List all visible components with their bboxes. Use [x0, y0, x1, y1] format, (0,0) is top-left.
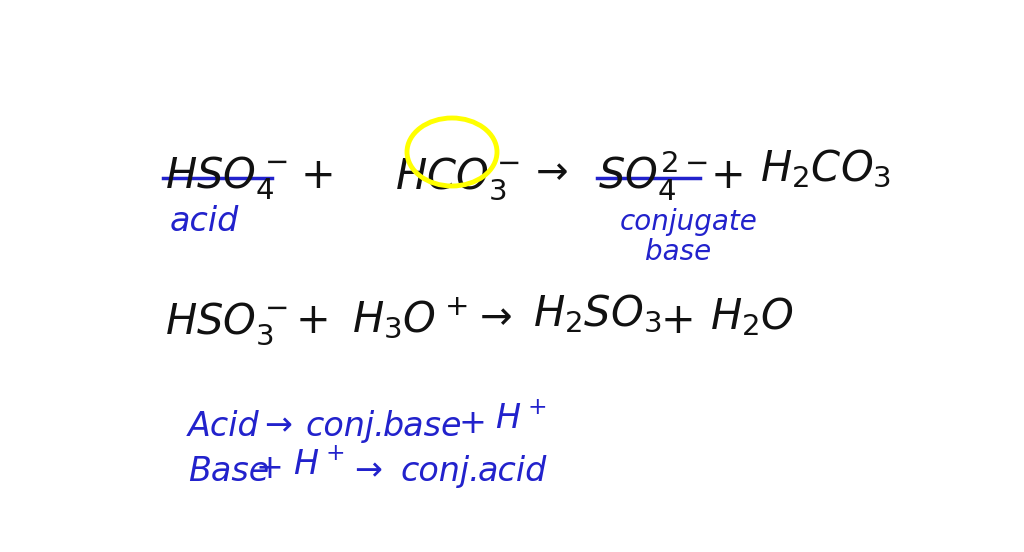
Text: $H_2O$: $H_2O$	[710, 295, 794, 338]
Text: $+$: $+$	[255, 452, 282, 485]
Text: $H^+$: $H^+$	[293, 449, 344, 482]
Text: conj.: conj.	[305, 410, 385, 443]
Text: $H_2SO_3$: $H_2SO_3$	[534, 293, 662, 335]
Text: base: base	[383, 410, 463, 443]
Text: $+$: $+$	[295, 300, 328, 342]
Text: $+$: $+$	[300, 155, 333, 197]
Text: Acid: Acid	[188, 410, 260, 443]
Text: acid: acid	[170, 205, 240, 238]
Text: $HCO_3^-$: $HCO_3^-$	[395, 155, 520, 202]
Text: conjugate: conjugate	[620, 208, 758, 236]
Text: Base: Base	[188, 455, 269, 488]
Text: base: base	[645, 238, 712, 266]
Text: $HSO_3^-$: $HSO_3^-$	[165, 300, 288, 347]
Text: $\rightarrow$: $\rightarrow$	[528, 152, 568, 190]
Text: $+$: $+$	[660, 300, 692, 342]
Text: $\rightarrow$: $\rightarrow$	[348, 452, 383, 485]
Text: $+$: $+$	[710, 155, 742, 197]
Text: $+$: $+$	[458, 407, 484, 440]
Text: $HSO_4^-$: $HSO_4^-$	[165, 155, 288, 203]
Text: $H_2CO_3$: $H_2CO_3$	[760, 148, 891, 190]
Text: conj.: conj.	[400, 455, 480, 488]
Text: $H_3O^+$: $H_3O^+$	[352, 296, 468, 341]
Text: $\rightarrow$: $\rightarrow$	[258, 407, 293, 440]
Text: $H^+$: $H^+$	[495, 403, 546, 436]
Text: $\rightarrow$: $\rightarrow$	[472, 297, 512, 335]
Text: acid: acid	[478, 455, 547, 488]
Text: $SO_4^{2-}$: $SO_4^{2-}$	[598, 148, 708, 202]
